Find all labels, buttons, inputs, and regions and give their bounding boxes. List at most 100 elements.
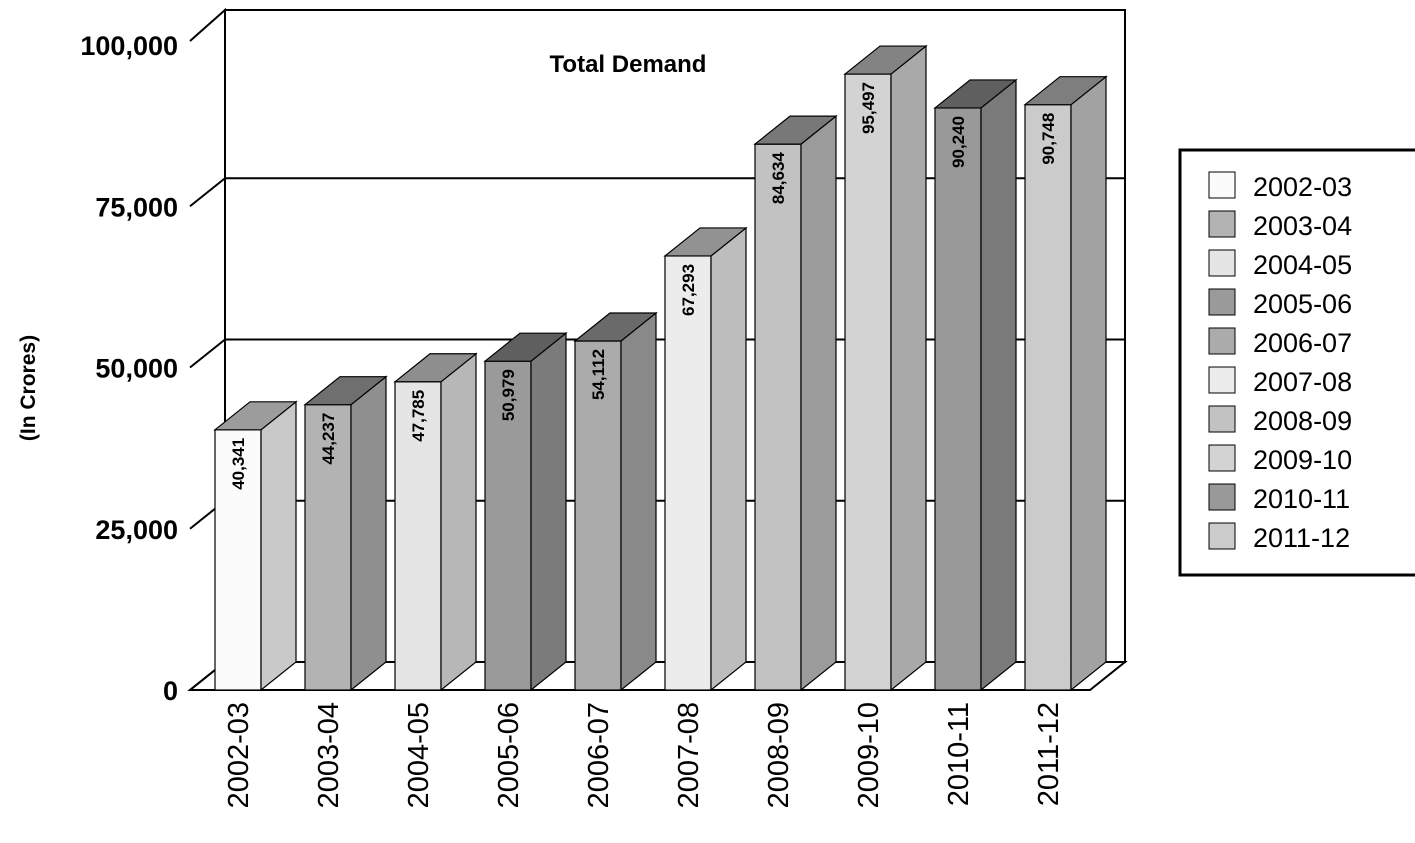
bar-front bbox=[214, 429, 262, 691]
bar-2005-06: 50,979 bbox=[483, 331, 568, 692]
data-label: 44,237 bbox=[319, 413, 338, 465]
legend-swatch bbox=[1208, 366, 1236, 394]
x-tick-label: 2004-05 bbox=[403, 702, 435, 808]
bar-2008-09: 84,634 bbox=[753, 114, 838, 692]
bar-side bbox=[980, 78, 1017, 692]
bar-top bbox=[933, 79, 1018, 109]
bar-side bbox=[350, 375, 387, 692]
legend-label: 2003-04 bbox=[1253, 211, 1352, 241]
bar-side bbox=[260, 400, 297, 692]
x-tick-label: 2008-09 bbox=[763, 702, 795, 808]
bar-2006-07: 54,112 bbox=[573, 311, 658, 692]
legend-label: 2006-07 bbox=[1253, 328, 1352, 358]
bar-top bbox=[843, 45, 928, 75]
y-tick-label: 50,000 bbox=[95, 354, 178, 384]
legend-label: 2009-10 bbox=[1253, 445, 1352, 475]
chart-title: Total Demand bbox=[550, 51, 707, 78]
legend-item-2011-12: 2011-12 bbox=[1208, 522, 1350, 553]
legend-label: 2005-06 bbox=[1253, 289, 1352, 319]
bar-2010-11: 90,240 bbox=[933, 78, 1018, 692]
bar-top bbox=[1023, 76, 1108, 106]
bar-side bbox=[800, 114, 837, 692]
bar-top bbox=[573, 312, 658, 342]
bar-top bbox=[393, 353, 478, 383]
bar-side bbox=[440, 352, 477, 692]
legend-label: 2010-11 bbox=[1253, 484, 1350, 514]
bar-front bbox=[394, 381, 442, 691]
bar-front bbox=[664, 255, 712, 691]
data-label: 84,634 bbox=[769, 152, 788, 205]
legend-swatch bbox=[1208, 249, 1236, 277]
bar-front bbox=[304, 404, 352, 691]
x-tick-label: 2005-06 bbox=[493, 702, 525, 808]
data-label: 95,497 bbox=[859, 82, 878, 134]
legend-swatch bbox=[1208, 288, 1236, 316]
bar-front bbox=[754, 143, 802, 691]
y-axis-label: (In Crores) bbox=[17, 335, 40, 441]
data-label: 54,112 bbox=[589, 349, 608, 400]
data-label: 67,293 bbox=[679, 264, 698, 316]
data-label: 90,240 bbox=[949, 116, 968, 168]
data-label: 47,785 bbox=[409, 390, 428, 442]
legend-item-2007-08: 2007-08 bbox=[1208, 366, 1352, 397]
bar-front bbox=[934, 107, 982, 691]
data-label: 50,979 bbox=[499, 369, 518, 421]
legend-swatch bbox=[1208, 327, 1236, 355]
legend-item-2010-11: 2010-11 bbox=[1208, 483, 1350, 514]
y-tick-label: 100,000 bbox=[80, 31, 178, 61]
data-label: 90,748 bbox=[1039, 113, 1058, 165]
legend-item-2004-05: 2004-05 bbox=[1208, 249, 1352, 280]
legend-swatch bbox=[1208, 483, 1236, 511]
bar-side bbox=[890, 44, 927, 692]
x-tick-label: 2007-08 bbox=[673, 702, 705, 808]
legend-swatch bbox=[1208, 444, 1236, 472]
gridline-side bbox=[189, 177, 226, 208]
bar-2011-12: 90,748 bbox=[1023, 75, 1108, 692]
legend-label: 2011-12 bbox=[1253, 523, 1350, 553]
y-tick-label: 75,000 bbox=[95, 192, 178, 222]
y-tick-label: 25,000 bbox=[95, 515, 178, 545]
legend-swatch bbox=[1208, 210, 1236, 238]
y-tick-label: 0 bbox=[163, 676, 178, 706]
bar-2003-04: 44,237 bbox=[303, 375, 388, 692]
bars: 40,341 44,237 47,785 50,979 54,112 67,293 84,6… bbox=[213, 44, 1108, 692]
legend-label: 2007-08 bbox=[1253, 367, 1352, 397]
bar-front bbox=[484, 360, 532, 691]
legend-swatch bbox=[1208, 522, 1236, 550]
legend-item-2009-10: 2009-10 bbox=[1208, 444, 1352, 475]
x-tick-labels: 2002-03 2003-04 2004-05 2005-06 2006-07 2007-… bbox=[223, 702, 1065, 808]
bar-side bbox=[530, 331, 567, 692]
legend-item-2008-09: 2008-09 bbox=[1208, 405, 1352, 436]
bar-top bbox=[483, 332, 568, 362]
bar-2004-05: 47,785 bbox=[393, 352, 478, 692]
bar-front bbox=[844, 73, 892, 691]
legend: 2002-03 2003-04 2004-05 2005-06 2006-07 2007-… bbox=[1178, 148, 1415, 577]
legend-swatch bbox=[1208, 405, 1236, 433]
x-tick-label: 2011-12 bbox=[1033, 702, 1065, 806]
legend-label: 2004-05 bbox=[1253, 250, 1352, 280]
bar-top bbox=[663, 227, 748, 257]
gridline-side bbox=[189, 338, 226, 369]
bar-front bbox=[574, 340, 622, 691]
x-tick-label: 2003-04 bbox=[313, 702, 345, 808]
x-tick-label: 2010-11 bbox=[943, 702, 975, 806]
bar-2007-08: 67,293 bbox=[663, 226, 748, 692]
bar-side bbox=[710, 226, 747, 692]
legend-swatch bbox=[1208, 171, 1236, 199]
bar-top bbox=[753, 115, 838, 145]
legend-label: 2002-03 bbox=[1253, 172, 1352, 202]
bar-2002-03: 40,341 bbox=[213, 400, 298, 692]
bar-top bbox=[213, 401, 298, 431]
bar-side bbox=[1070, 75, 1107, 692]
legend-label: 2008-09 bbox=[1253, 406, 1352, 436]
data-label: 40,341 bbox=[229, 438, 248, 490]
bar-top bbox=[303, 376, 388, 406]
bar-front bbox=[1024, 104, 1072, 691]
legend-item-2003-04: 2003-04 bbox=[1208, 210, 1352, 241]
x-tick-label: 2002-03 bbox=[223, 702, 255, 808]
x-tick-label: 2009-10 bbox=[853, 702, 885, 808]
y-tick-labels: 0 25,000 50,000 75,000 100,000 bbox=[80, 31, 178, 706]
bar-2009-10: 95,497 bbox=[843, 44, 928, 692]
x-tick-label: 2006-07 bbox=[583, 702, 615, 808]
